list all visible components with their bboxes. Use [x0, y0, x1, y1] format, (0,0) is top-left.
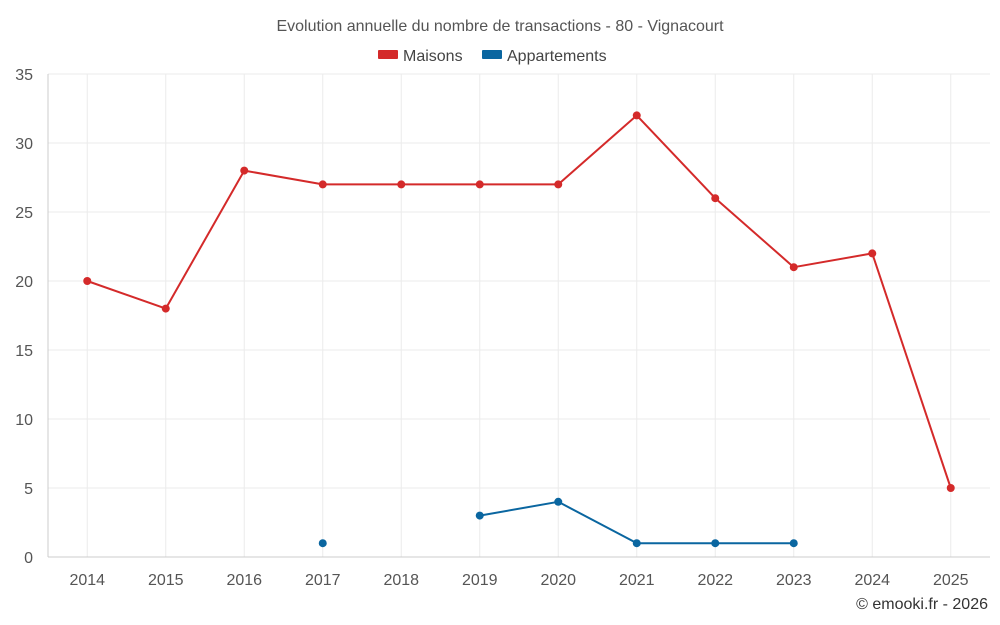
legend-swatch-maisons — [378, 50, 398, 59]
data-point-maisons-2014[interactable] — [83, 277, 92, 285]
legend-label-appartements: Appartements — [507, 48, 607, 65]
grid — [48, 73, 990, 557]
series — [83, 111, 955, 548]
x-axis-ticks: 2014 2015 2016 2017 2018 2019 2020 2021 2022 2023… — [69, 572, 968, 589]
x-tick-label: 2021 — [619, 572, 655, 589]
x-tick-label: 2018 — [383, 572, 419, 589]
data-point-appartements-2019[interactable] — [475, 511, 484, 520]
y-tick-label: 30 — [15, 136, 33, 153]
y-tick-label: 15 — [15, 343, 33, 360]
series-maisons — [83, 111, 955, 492]
data-point-maisons-2023[interactable] — [789, 263, 798, 272]
x-tick-label: 2017 — [305, 572, 341, 589]
data-point-maisons-2024[interactable] — [868, 249, 877, 258]
x-tick-label: 2020 — [540, 572, 576, 589]
x-tick-label: 2015 — [148, 572, 184, 589]
data-point-appartements-2017[interactable] — [318, 539, 327, 548]
x-tick-label: 2019 — [462, 572, 498, 589]
x-tick-label: 2016 — [226, 572, 262, 589]
data-point-appartements-2022[interactable] — [711, 539, 720, 548]
y-tick-label: 10 — [15, 412, 33, 429]
legend: Maisons Appartements — [378, 48, 607, 65]
x-tick-label: 2022 — [697, 572, 733, 589]
y-tick-label: 0 — [24, 550, 33, 567]
data-point-maisons-2019[interactable] — [475, 180, 484, 189]
legend-label-maisons: Maisons — [403, 48, 463, 65]
data-point-maisons-2025[interactable] — [946, 484, 955, 492]
data-point-maisons-2016[interactable] — [240, 166, 249, 175]
data-point-maisons-2018[interactable] — [397, 180, 406, 189]
data-point-maisons-2017[interactable] — [318, 180, 327, 189]
y-axis-ticks: 0 5 10 15 20 25 30 35 — [15, 67, 33, 567]
data-point-appartements-2021[interactable] — [632, 539, 641, 548]
y-tick-label: 25 — [15, 205, 33, 222]
x-tick-label: 2024 — [854, 572, 890, 589]
data-point-maisons-2020[interactable] — [554, 180, 563, 189]
legend-item-maisons[interactable]: Maisons — [378, 48, 463, 65]
data-point-appartements-2023[interactable] — [789, 539, 798, 548]
legend-item-appartements[interactable]: Appartements — [482, 48, 607, 65]
x-tick-label: 2014 — [69, 572, 105, 589]
y-tick-label: 5 — [24, 481, 33, 498]
x-tick-label: 2025 — [933, 572, 969, 589]
data-point-maisons-2021[interactable] — [632, 111, 641, 120]
chart-title: Evolution annuelle du nombre de transact… — [276, 18, 724, 35]
series-line-maisons — [86, 114, 952, 489]
data-point-appartements-2020[interactable] — [554, 497, 563, 506]
legend-swatch-appartements — [482, 50, 502, 59]
series-appartements — [318, 497, 798, 548]
y-tick-label: 35 — [15, 67, 33, 84]
data-point-maisons-2015[interactable] — [161, 304, 170, 313]
x-tick-label: 2023 — [776, 572, 812, 589]
axes — [47, 74, 990, 558]
credit-text: © emooki.fr - 2026 — [856, 596, 988, 613]
y-tick-label: 20 — [15, 274, 33, 291]
data-point-maisons-2022[interactable] — [711, 194, 720, 203]
